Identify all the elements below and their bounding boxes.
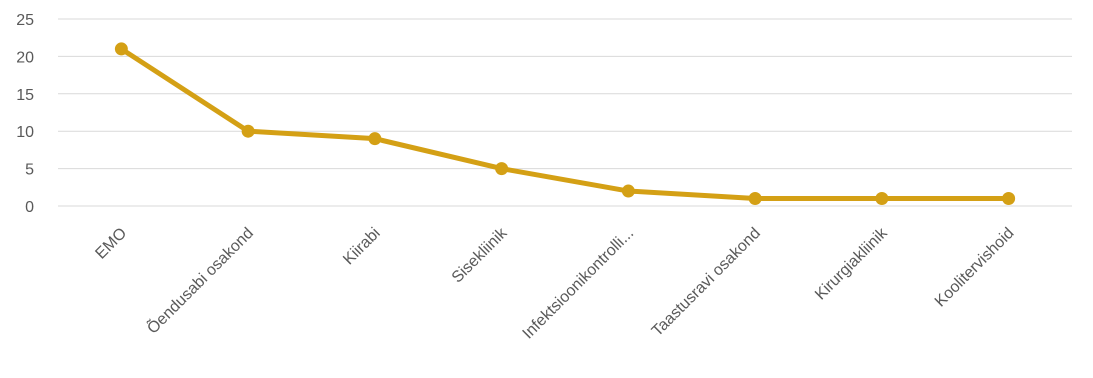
x-tick-label: Sisekliinik <box>449 224 511 286</box>
x-tick-label: Infektsioonikontrolli... <box>520 225 638 343</box>
y-tick-label: 5 <box>25 162 34 179</box>
y-tick-label: 0 <box>25 199 34 216</box>
y-axis-tick-labels: 0 5 10 15 20 25 <box>16 12 34 216</box>
data-point <box>495 162 509 176</box>
x-tick-label: Õendusabi osakond <box>142 223 257 338</box>
data-point <box>875 192 889 206</box>
y-tick-label: 25 <box>16 12 34 29</box>
data-point <box>748 192 762 206</box>
y-tick-label: 10 <box>16 124 34 141</box>
gridlines <box>58 18 1072 207</box>
x-tick-label: Koolitervishoid <box>932 225 1018 311</box>
series-group <box>114 42 1016 206</box>
series-line-0 <box>118 46 1012 202</box>
x-tick-label: EMO <box>92 225 130 263</box>
data-point <box>368 132 382 146</box>
x-tick-label: Taastusravi osakond <box>649 225 764 340</box>
y-tick-label: 15 <box>16 87 34 104</box>
y-tick-label: 20 <box>16 49 34 66</box>
x-tick-label: Kirurgiakliinik <box>812 224 891 303</box>
x-axis-tick-labels: EMO Õendusabi osakond Kiirabi Sisekliinik In… <box>92 223 1017 343</box>
data-point <box>114 42 128 56</box>
data-point <box>621 184 635 198</box>
data-point <box>241 124 255 138</box>
x-tick-label: Kiirabi <box>340 225 383 268</box>
data-point <box>1002 192 1016 206</box>
